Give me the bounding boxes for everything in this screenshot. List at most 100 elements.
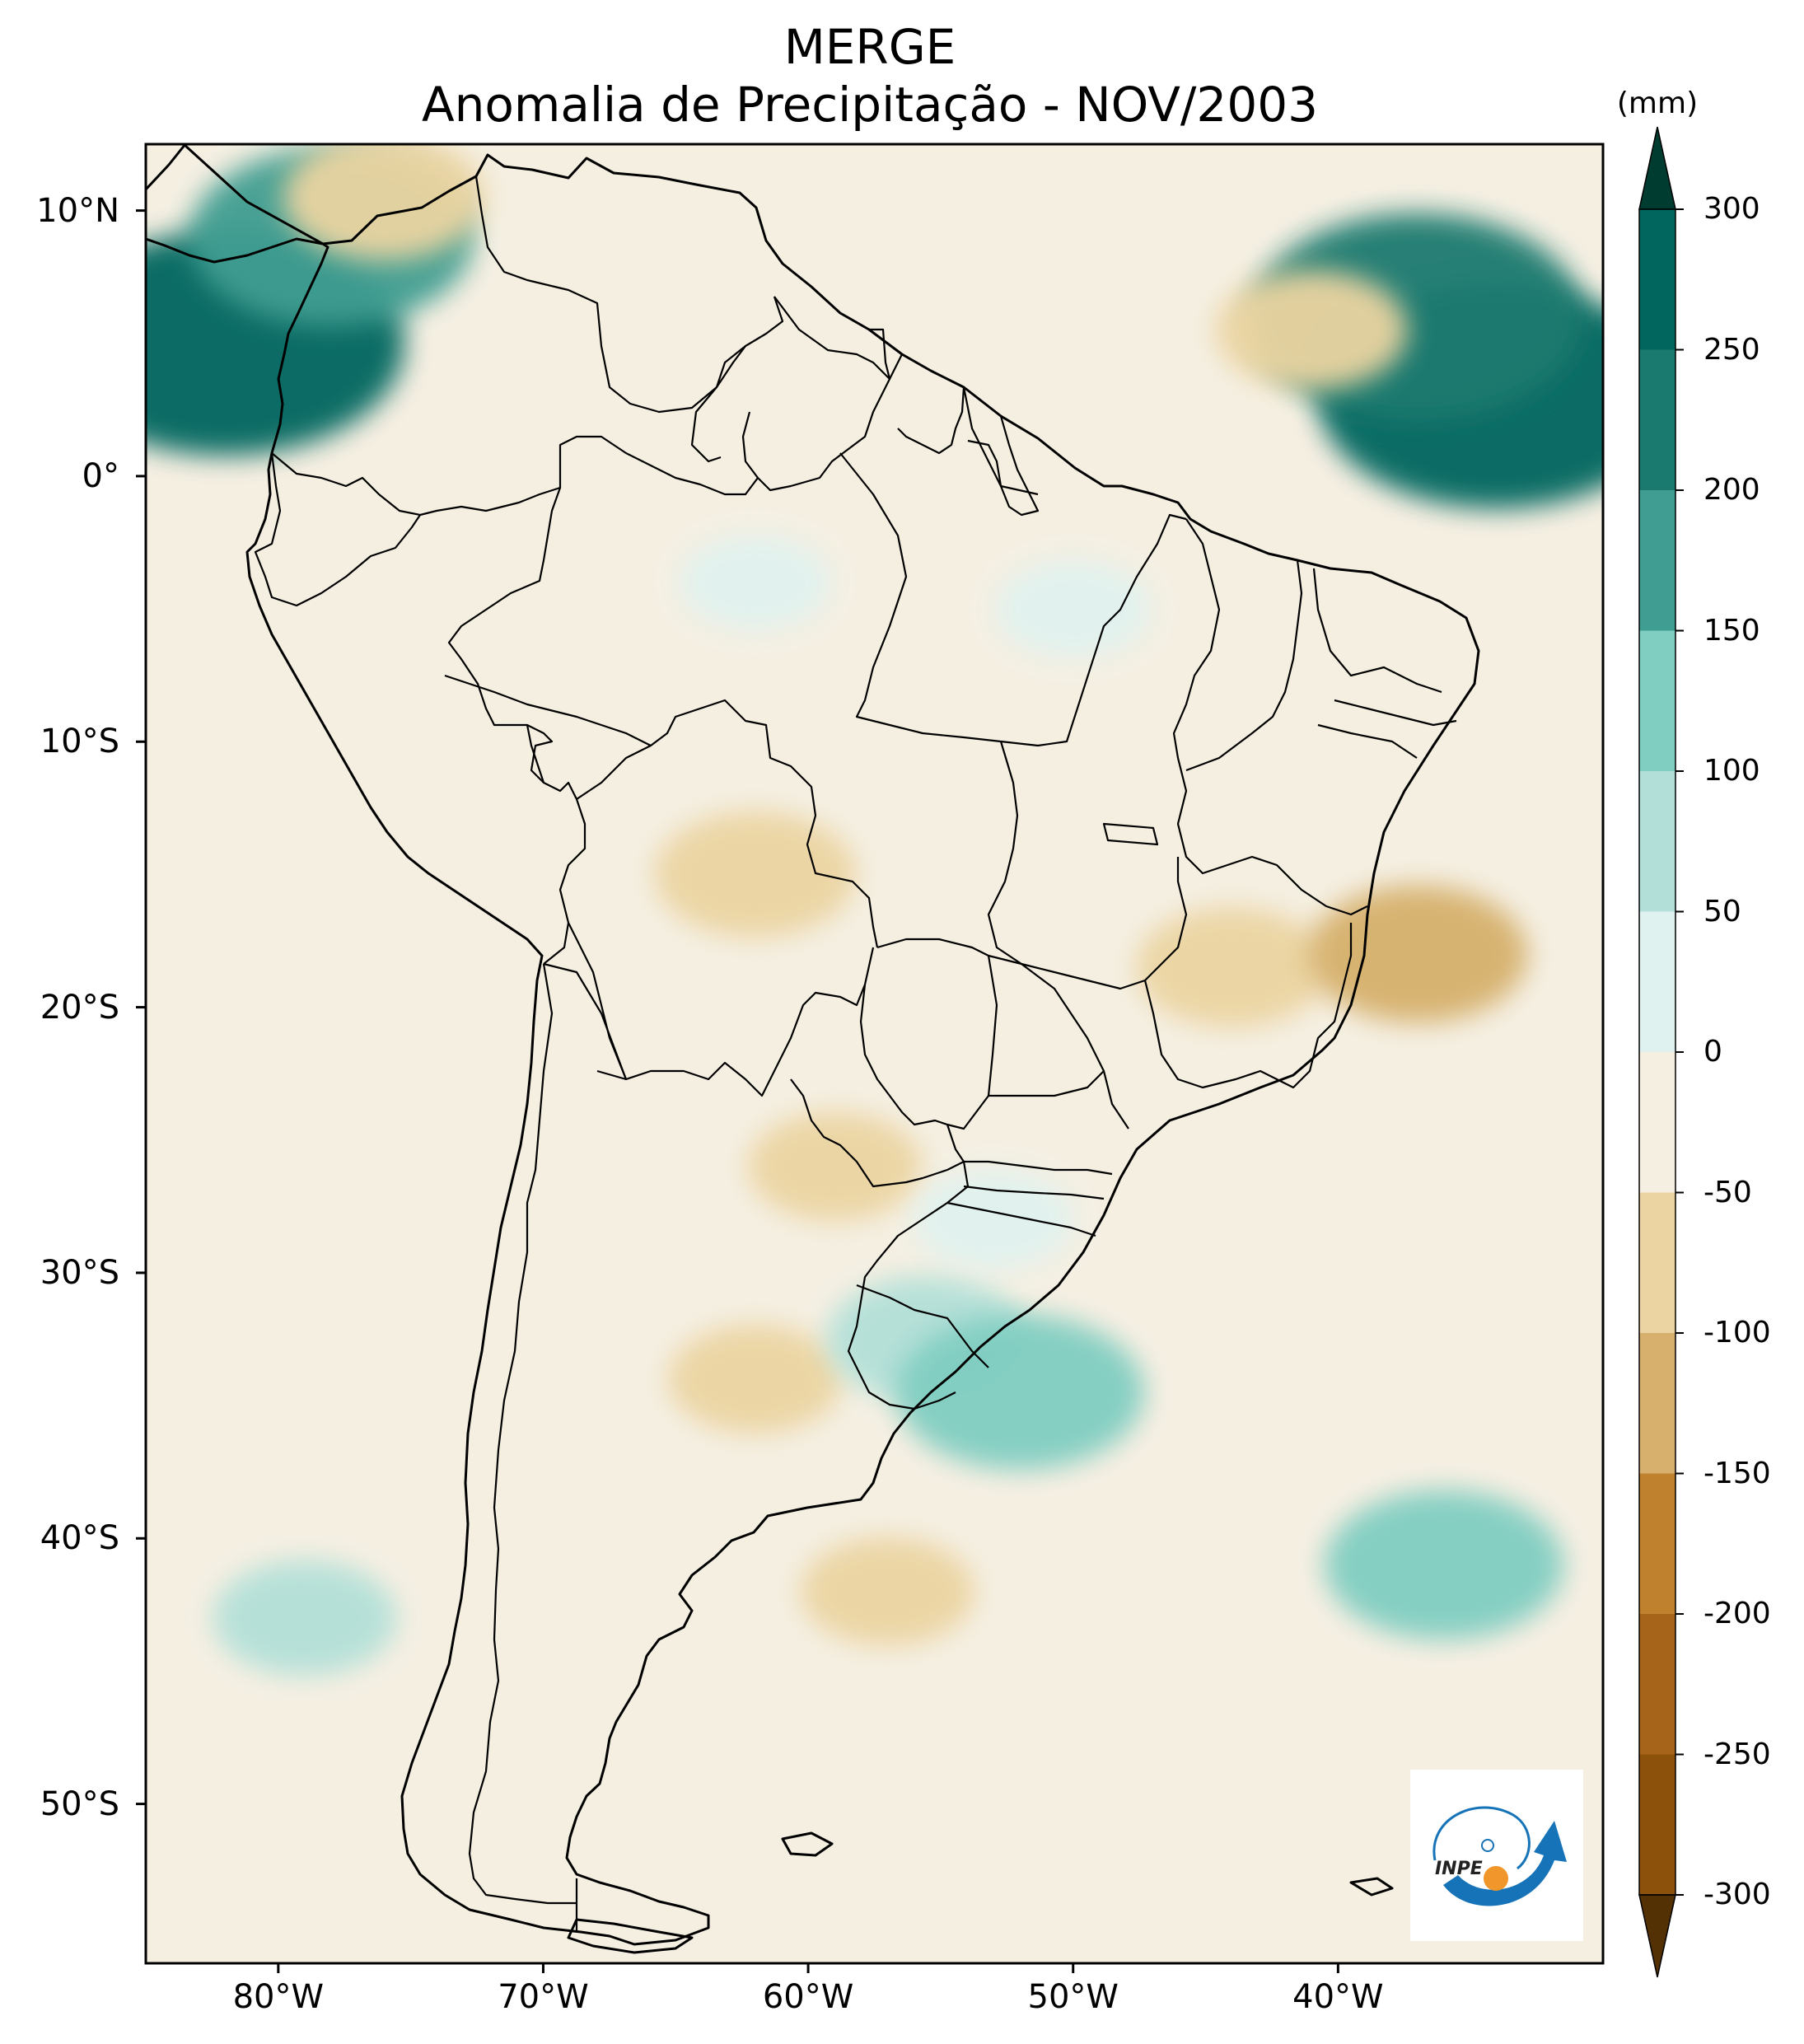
lon-tick-label: 80°W (232, 1978, 325, 2016)
border-br-mato-grosso-do-sul (876, 938, 998, 1130)
anomaly-region-10 (668, 1324, 843, 1434)
colorbar-tick-label: 150 (1704, 613, 1760, 648)
colorbar-tick-label: -150 (1704, 1456, 1771, 1490)
anomaly-region-14 (800, 1537, 975, 1646)
lon-tick-label: 50°W (1027, 1978, 1119, 2016)
country-and-state-borders (254, 175, 1457, 1932)
border-br-piaui-ceara (1185, 559, 1303, 772)
colorbar-segment-11 (1639, 1754, 1675, 1895)
border-brazil-bolivia (576, 699, 879, 948)
anomaly-region-6 (654, 811, 857, 938)
border-argentina-brazil-south (847, 1161, 970, 1410)
tierra-del-fuego (567, 1918, 694, 1954)
central-america-coastline-north (146, 144, 187, 191)
colorbar-segment-10 (1639, 1614, 1675, 1755)
anomaly-region-2 (283, 144, 485, 260)
lon-tick-label: 70°W (498, 1978, 589, 2016)
anomaly-field (146, 144, 1603, 1676)
border-br-amapa (962, 386, 1039, 496)
border-br-roraima (690, 345, 746, 463)
border-ecuador-peru (254, 452, 421, 607)
anomaly-region-7 (1135, 907, 1329, 1028)
colorbar-segment-8 (1639, 1333, 1675, 1474)
lat-tick-label: 10°N (36, 191, 119, 230)
coastlines (146, 144, 1480, 1954)
colorbar-tick-label: -300 (1704, 1878, 1771, 1911)
colorbar-tick-label: -100 (1704, 1316, 1771, 1349)
latitude-tick-marks (136, 209, 146, 1806)
anomaly-region-8 (1307, 885, 1528, 1023)
border-br-minas-rio-es (1143, 923, 1353, 1089)
inpe-logo-graphic (1432, 1806, 1567, 1906)
anomaly-region-17 (995, 560, 1152, 658)
border-uruguay (856, 1284, 989, 1368)
border-br-sao-paulo (988, 954, 1129, 1130)
colorbar-segment-0 (1639, 209, 1675, 350)
colorbar-segment-9 (1639, 1473, 1675, 1614)
lat-tick-label: 0° (82, 456, 119, 495)
border-br-parana (963, 1160, 1113, 1200)
colorbar-tick-label: 100 (1704, 754, 1760, 788)
border-guyana (741, 328, 891, 492)
colorbar-tick-label: -200 (1704, 1597, 1771, 1630)
anomaly-region-9 (747, 1111, 922, 1221)
south-georgia (1349, 1877, 1394, 1897)
colorbar-segment-6 (1639, 1052, 1675, 1193)
border-peru-brazil (447, 487, 562, 783)
lat-tick-label: 50°S (40, 1784, 119, 1823)
anomaly-region-16 (680, 535, 831, 630)
colorbar-tick-label: 0 (1704, 1035, 1722, 1069)
border-br-goias-minas (987, 741, 1188, 990)
falklands (781, 1831, 834, 1857)
colorbar-unit: (mm) (1616, 87, 1699, 120)
longitude-tick-marks (277, 1963, 1339, 1973)
colorbar-extend-max (1638, 126, 1676, 210)
lat-tick-label: 40°S (40, 1519, 119, 1558)
border-br-amazonas-acre-rondonia (444, 674, 652, 746)
colorbar-segment-2 (1639, 490, 1675, 631)
map-subtitle: Anomalia de Precipitação - NOV/2003 (421, 77, 1319, 133)
colorbar-tick-label: 250 (1704, 332, 1760, 367)
border-colombia-peru-ecuador (271, 435, 759, 517)
inpe-logo-text: INPE (1435, 1859, 1483, 1879)
anomaly-region-15 (213, 1560, 397, 1676)
anomaly-region-12 (896, 1314, 1144, 1470)
border-br-santa-catarina (946, 1201, 1096, 1237)
central-america-coastline (146, 237, 324, 264)
anomaly-region-13 (1325, 1490, 1563, 1639)
colorbar-extend-min (1638, 1894, 1676, 1978)
lon-tick-label: 60°W (762, 1978, 854, 2016)
lat-tick-label: 10°S (40, 723, 119, 761)
border-br-bahia (1176, 757, 1368, 916)
colorbar-segment-7 (1639, 1192, 1675, 1333)
colorbar-segment-4 (1639, 771, 1675, 912)
border-suriname (897, 386, 965, 455)
colorbar-segment-5 (1639, 911, 1675, 1052)
map-frame (144, 143, 1605, 1965)
border-french-guiana (967, 415, 1040, 517)
colorbar (1638, 126, 1684, 1978)
colorbar-tick-label: -50 (1704, 1175, 1752, 1209)
colorbar-tick-label: 300 (1704, 192, 1760, 226)
border-colombia-venezuela (474, 175, 784, 414)
border-bolivia-argentina (543, 962, 628, 1081)
colorbar-tick-label: 50 (1704, 894, 1741, 928)
anomaly-region-5 (1215, 269, 1408, 391)
colorbar-segment-3 (1639, 630, 1675, 771)
border-br-amazonas-para (839, 452, 1002, 743)
map-title: MERGE (783, 19, 956, 75)
colorbar-tick-label: -250 (1704, 1737, 1771, 1771)
anomaly-region-18 (914, 1169, 1074, 1270)
border-br-para-tocantins-mato-grosso (1000, 513, 1187, 747)
south-america-coastline (182, 144, 1480, 1946)
border-br-northeast-states (1312, 568, 1457, 759)
lat-tick-label: 20°S (40, 988, 119, 1027)
border-argentina-chile (468, 963, 577, 1905)
colorbar-tick-label: 200 (1704, 473, 1760, 507)
lon-tick-label: 40°W (1292, 1978, 1384, 2016)
border-br-maranhao-piaui (1172, 518, 1221, 759)
colorbar-segment-1 (1639, 349, 1675, 490)
lat-tick-label: 30°S (40, 1253, 119, 1292)
